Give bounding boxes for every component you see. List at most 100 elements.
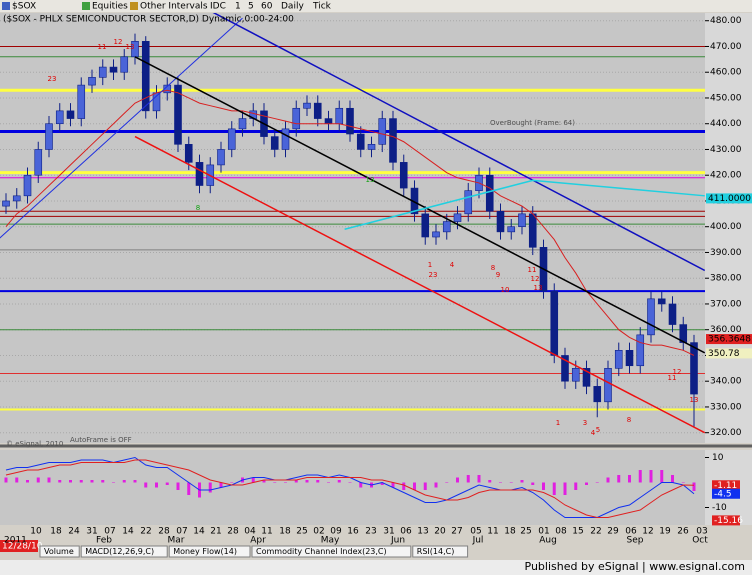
candle-body [668, 303, 677, 325]
tab[interactable] [39, 545, 80, 558]
histogram-bar [294, 480, 298, 483]
x-tick-label: 27 [451, 527, 462, 537]
x-tick-label: 25 [520, 527, 531, 537]
interval[interactable]: 5 [248, 2, 254, 12]
candle-body [335, 107, 344, 125]
x-tick-label: 20 [434, 527, 446, 537]
candle-body [485, 174, 494, 212]
candle-body [647, 298, 655, 336]
candle-body [453, 213, 462, 222]
tab[interactable] [80, 545, 168, 558]
histogram-bar [595, 482, 599, 483]
x-tick-label: 04 [244, 527, 256, 537]
candle-body [270, 136, 279, 150]
price-badge-label: 411.0000 [708, 194, 751, 204]
trendline [134, 56, 705, 354]
interval[interactable]: Tick [312, 2, 332, 12]
histogram-bar [79, 480, 83, 483]
candle-body [636, 334, 645, 367]
trendline [0, 17, 243, 239]
interval[interactable]: 1 [235, 2, 241, 12]
histogram-bar [69, 480, 72, 483]
histogram-bar [262, 480, 266, 483]
candle-body [313, 102, 322, 119]
tab-label[interactable]: MACD(12,26,9,C) [85, 547, 154, 556]
interval[interactable]: Daily [281, 2, 304, 12]
count-label: 8 [491, 264, 495, 272]
month-label: Sep [627, 536, 644, 546]
histogram-bar [563, 482, 567, 495]
x-tick-label: 14 [122, 527, 134, 537]
y-tick-label: 390.00 [710, 248, 742, 258]
y-tick-label: 430.00 [710, 145, 742, 155]
x-tick-label: 12 [642, 527, 653, 537]
y-tick-label: 450.00 [710, 93, 742, 103]
x-tick-label: 01 [538, 527, 549, 537]
month-label: 2011 [4, 536, 27, 546]
x-tick-label: 26 [677, 527, 689, 537]
interval[interactable]: 60 [261, 2, 273, 12]
menu[interactable]: Other Intervals [140, 2, 208, 12]
value-badge [712, 488, 740, 499]
candle-body [120, 56, 129, 73]
candle-body [292, 107, 301, 130]
histogram-bar [47, 477, 51, 483]
candle-body [109, 66, 118, 73]
histogram-bar [219, 482, 223, 488]
candle-body [657, 298, 666, 305]
candle-body [88, 77, 96, 86]
histogram-bar [617, 475, 621, 483]
x-tick-label: 18 [504, 527, 516, 537]
tab-label[interactable]: Commodity Channel Index(23,C) [256, 547, 387, 556]
histogram-bar [574, 482, 578, 490]
histogram-bar [337, 480, 341, 483]
month-label: Mar [168, 536, 185, 546]
tab-label[interactable]: Volume [44, 547, 74, 556]
status-date: 12/28/10 [2, 542, 43, 552]
histogram-bar [316, 480, 320, 483]
x-tick-label: 18 [50, 527, 62, 537]
tab[interactable] [412, 545, 469, 558]
x-tick-label: 07 [104, 527, 115, 537]
symbol[interactable]: $SOX [12, 2, 36, 12]
tab[interactable] [168, 545, 251, 558]
candle-body [679, 324, 688, 343]
y-tick-label: 320.00 [710, 428, 742, 438]
candle-body [432, 231, 440, 238]
x-tick-label: 19 [659, 527, 671, 537]
histogram-bar [133, 480, 137, 483]
candle-body [227, 128, 236, 150]
price-axis [705, 13, 752, 443]
x-tick-label: 06 [400, 527, 412, 537]
y-tick-label: -10 [712, 503, 727, 513]
histogram-bar [165, 482, 169, 485]
icon [82, 2, 90, 10]
x-tick-label: 06 [625, 527, 637, 537]
tab-label[interactable]: RSI(14,C) [417, 547, 455, 556]
histogram-bar [155, 482, 158, 488]
x-tick-label: 24 [68, 527, 80, 537]
count-label: 11 [98, 43, 107, 51]
histogram-bar [628, 475, 631, 483]
candle-body [34, 149, 43, 176]
menu[interactable]: Equities [92, 2, 128, 12]
trendline [134, 135, 705, 434]
candle-body [12, 195, 21, 202]
candle-body [625, 350, 634, 367]
histogram-bar [542, 482, 545, 490]
candle-body [421, 213, 430, 238]
histogram-bar [284, 482, 287, 483]
histogram-bar [187, 482, 191, 495]
candle-body [217, 149, 225, 166]
x-tick-label: 31 [86, 527, 97, 537]
x-tick-label: 11 [487, 527, 498, 537]
histogram-bar [681, 482, 685, 483]
candle-body [442, 221, 451, 233]
count-label: 11 [668, 374, 677, 382]
interval[interactable]: IDC [210, 2, 226, 12]
tab-label[interactable]: Money Flow(14) [173, 547, 237, 556]
price-badge [706, 334, 752, 345]
histogram-bar [176, 482, 180, 490]
tab[interactable] [251, 545, 412, 558]
histogram-bar [531, 482, 535, 485]
